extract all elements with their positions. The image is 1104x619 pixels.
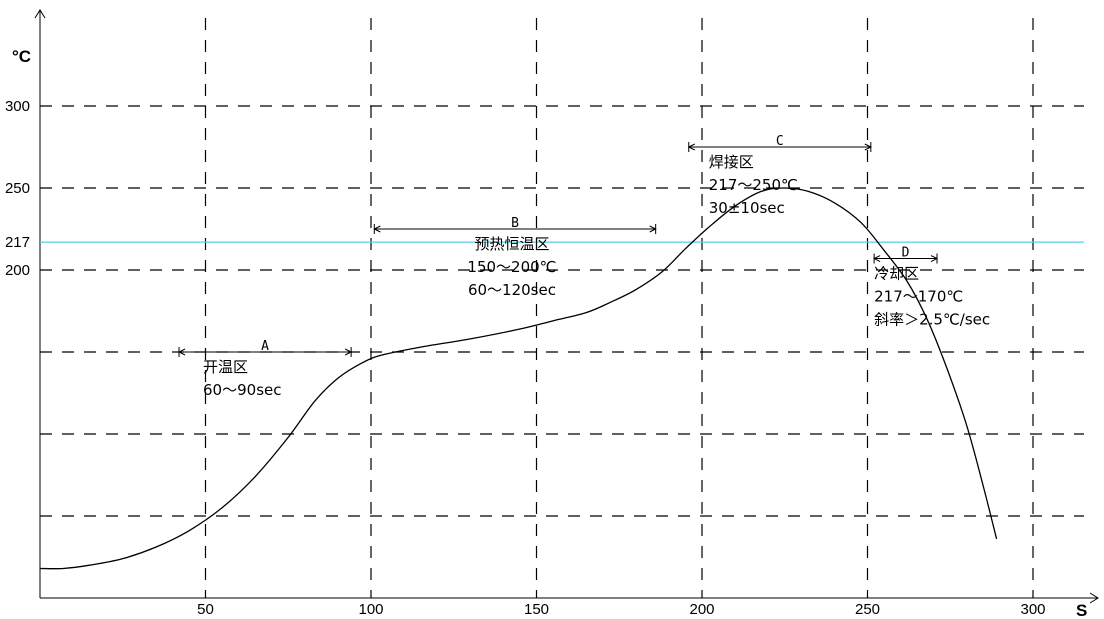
temperature-curve xyxy=(39,187,998,570)
y-tick-label: 217 xyxy=(5,234,30,251)
x-tick-label: 150 xyxy=(524,601,549,618)
zone-label-line: 217～250℃ xyxy=(709,176,798,194)
zone-letter: B xyxy=(511,216,519,231)
zone-letter: D xyxy=(902,246,910,261)
zone-arrow-left xyxy=(177,348,186,356)
y-tick-labels: 200 217 250 300 xyxy=(5,98,30,279)
zone-letter: A xyxy=(261,339,269,354)
y-tick-label: 250 xyxy=(5,180,30,197)
profile-line xyxy=(39,187,998,570)
zone-d: D 冷却区 217～170℃ 斜率＞2.5℃/sec xyxy=(873,246,990,329)
x-tick-label: 50 xyxy=(197,601,214,618)
zone-arrow-left xyxy=(873,255,881,262)
zone-label-line: 焊接区 xyxy=(709,153,754,171)
zone-label-line: 开温区 xyxy=(203,358,248,376)
zone-label-line: 预热恒温区 xyxy=(474,235,549,253)
zone-b: B 预热恒温区 150～200℃ 60～120sec xyxy=(373,216,657,299)
horizontal-gridlines xyxy=(40,105,1084,517)
zone-label-line: 30±10sec xyxy=(709,199,785,217)
zone-arrow-right xyxy=(649,225,657,233)
x-tick-label: 100 xyxy=(358,601,383,618)
zone-label-line: 60～120sec xyxy=(468,281,556,299)
y-axis-arrow xyxy=(34,9,46,19)
zone-letter: C xyxy=(776,134,784,149)
x-axis-arrow xyxy=(1089,592,1099,604)
x-tick-label: 250 xyxy=(855,601,880,618)
zone-label-line: 斜率＞2.5℃/sec xyxy=(874,311,990,329)
zone-label-line: 217～170℃ xyxy=(874,288,963,306)
axes xyxy=(34,9,1099,604)
zone-label-line: 60～90sec xyxy=(203,381,281,399)
zone-annotations: A 开温区 60～90sec B 预热恒温区 150～200℃ 60～120sec C 焊接区 2… xyxy=(177,134,990,399)
zone-arrow-right xyxy=(930,255,939,262)
x-tick-labels: 50 100 150 200 250 300 xyxy=(197,601,1045,618)
zone-c: C 焊接区 217～250℃ 30±10sec xyxy=(687,134,872,217)
zone-label-line: 冷却区 xyxy=(874,265,919,283)
zone-label-line: 150～200℃ xyxy=(467,258,556,276)
y-tick-label: 300 xyxy=(5,98,30,115)
zone-arrow-left xyxy=(687,143,695,151)
zone-arrow-right xyxy=(344,348,353,356)
axis-unit-labels: °C S xyxy=(12,47,1087,619)
y-tick-label: 200 xyxy=(5,262,30,279)
vertical-gridlines xyxy=(204,18,1034,598)
y-unit-label: °C xyxy=(12,47,31,66)
x-unit-label: S xyxy=(1076,601,1087,619)
x-tick-label: 200 xyxy=(689,601,714,618)
x-tick-label: 300 xyxy=(1020,601,1045,618)
zone-arrow-left xyxy=(373,225,381,233)
zone-a: A 开温区 60～90sec xyxy=(177,339,353,399)
zone-arrow-right xyxy=(864,143,872,151)
